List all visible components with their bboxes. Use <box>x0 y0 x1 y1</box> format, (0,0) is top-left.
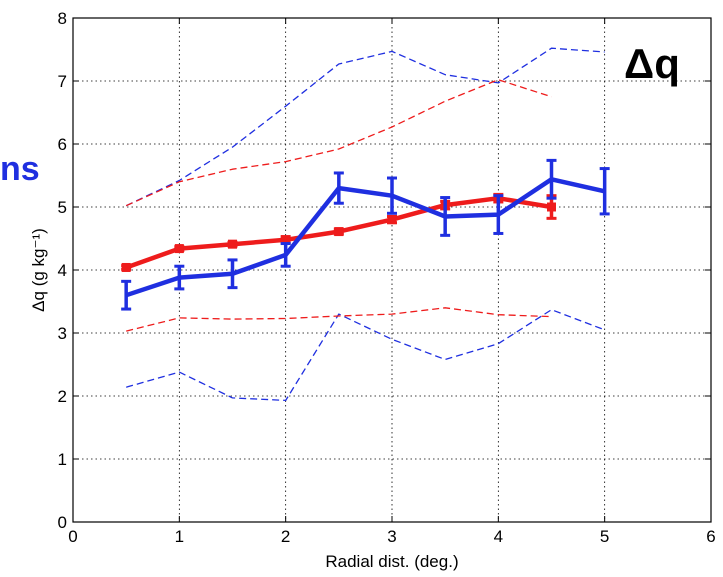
dashed-bound-line <box>125 47 605 207</box>
x-tick-label: 2 <box>281 527 290 546</box>
dashed-bound-line <box>125 79 552 207</box>
x-tick-label: 5 <box>600 527 609 546</box>
data-point <box>281 235 291 245</box>
x-tick-label: 3 <box>387 527 396 546</box>
y-tick-label: 7 <box>58 72 67 91</box>
chart-annotation: Δq <box>624 40 680 87</box>
x-tick-label: 1 <box>175 527 184 546</box>
y-axis-label: Δq (g kg⁻¹) <box>29 228 48 312</box>
y-tick-label: 8 <box>58 9 67 28</box>
y-tick-label: 6 <box>58 135 67 154</box>
y-tick-label: 4 <box>58 261 67 280</box>
data-point <box>121 262 131 272</box>
cropped-blue-label: ns <box>0 152 40 186</box>
x-tick-label: 4 <box>494 527 503 546</box>
dashed-bound-line <box>126 307 552 332</box>
data-point <box>387 215 397 225</box>
y-tick-label: 0 <box>58 513 67 532</box>
data-point <box>334 227 344 237</box>
y-tick-label: 1 <box>58 450 67 469</box>
x-axis-label: Radial dist. (deg.) <box>325 552 458 571</box>
y-tick-label: 2 <box>58 387 67 406</box>
series-layer <box>121 47 610 402</box>
y-tick-label: 3 <box>58 324 67 343</box>
x-tick-label: 0 <box>68 527 77 546</box>
data-point <box>547 202 556 212</box>
x-tick-label: 6 <box>706 527 715 546</box>
data-point <box>228 239 237 249</box>
dashed-bound-line <box>126 309 605 402</box>
data-point <box>174 244 184 254</box>
ticks: 0 1 2 3 4 5 6 0 1 2 3 4 5 6 7 8 <box>58 9 716 546</box>
y-tick-label: 5 <box>58 198 67 217</box>
mean-line <box>125 177 606 298</box>
